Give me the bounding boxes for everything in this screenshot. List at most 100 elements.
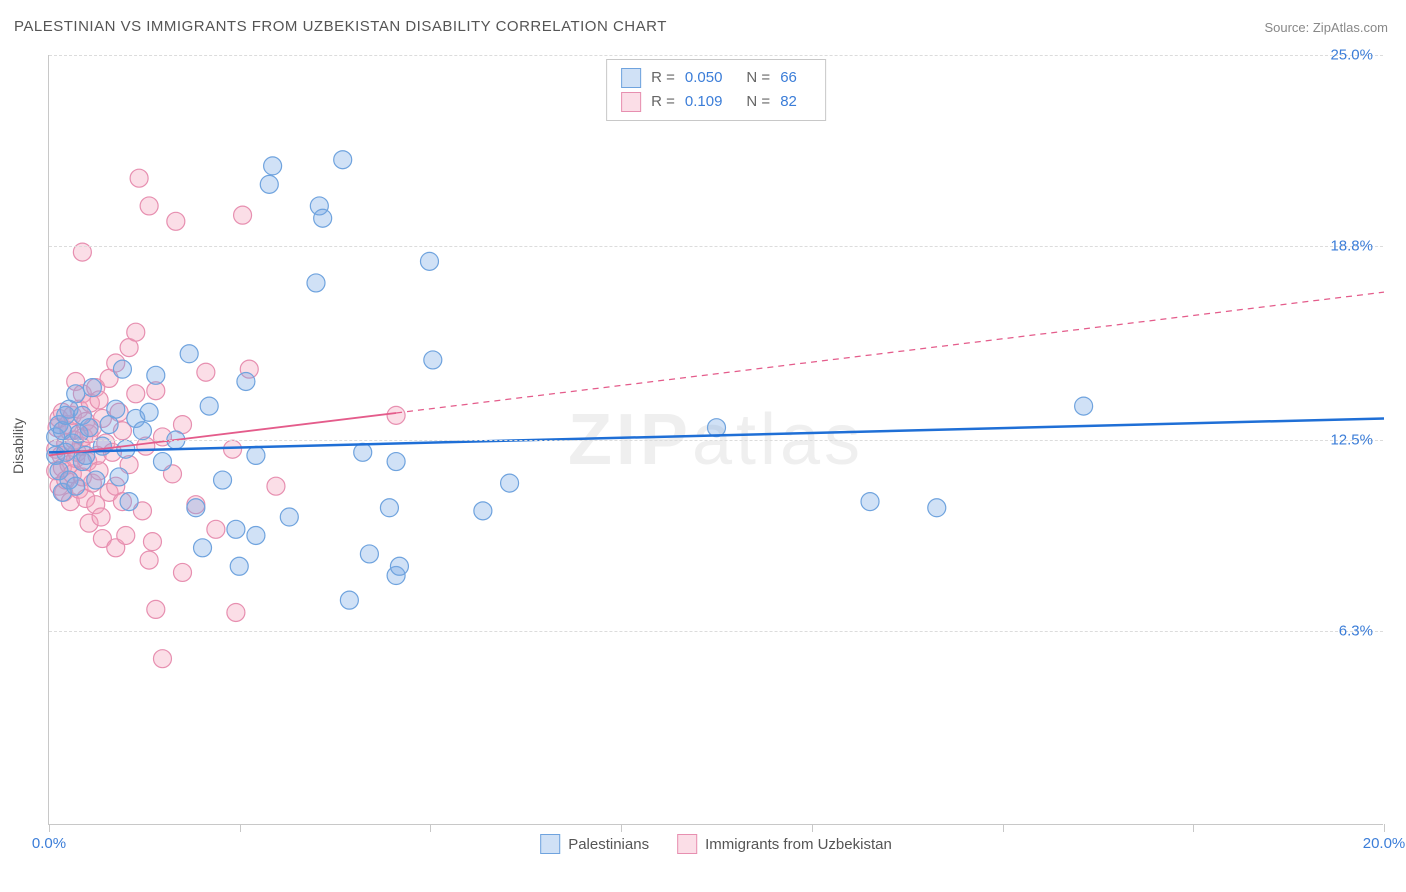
- data-point: [110, 468, 128, 486]
- data-point: [307, 274, 325, 292]
- data-point: [340, 591, 358, 609]
- data-point: [420, 252, 438, 270]
- data-point: [167, 212, 185, 230]
- data-point: [67, 477, 85, 495]
- data-point: [77, 446, 95, 464]
- data-point: [153, 453, 171, 471]
- data-point: [861, 493, 879, 511]
- legend-item-2: Immigrants from Uzbekistan: [677, 834, 892, 854]
- legend-item-1: Palestinians: [540, 834, 649, 854]
- data-point: [334, 151, 352, 169]
- data-point: [928, 499, 946, 517]
- legend-label-1: Palestinians: [568, 836, 649, 853]
- ytick-label: 25.0%: [1330, 47, 1373, 64]
- data-point: [194, 539, 212, 557]
- data-point: [224, 440, 242, 458]
- data-point: [117, 526, 135, 544]
- y-axis-label: Disability: [10, 418, 26, 474]
- data-point: [380, 499, 398, 517]
- data-point: [267, 477, 285, 495]
- data-point: [227, 603, 245, 621]
- data-point: [92, 508, 110, 526]
- xtick: [430, 824, 431, 832]
- data-point: [234, 206, 252, 224]
- ytick-label: 12.5%: [1330, 432, 1373, 449]
- r-value-2: 0.109: [685, 90, 723, 114]
- data-point: [147, 600, 165, 618]
- r-value-1: 0.050: [685, 66, 723, 90]
- ytick-label: 18.8%: [1330, 237, 1373, 254]
- data-point: [133, 422, 151, 440]
- data-point: [87, 471, 105, 489]
- xtick: [1193, 824, 1194, 832]
- data-point: [174, 563, 192, 581]
- legend-label-2: Immigrants from Uzbekistan: [705, 836, 892, 853]
- data-point: [214, 471, 232, 489]
- data-point: [153, 650, 171, 668]
- data-point: [120, 493, 138, 511]
- stat-row-1: R = 0.050 N = 66: [621, 66, 811, 90]
- xtick: [1384, 824, 1385, 832]
- data-point: [80, 419, 98, 437]
- data-point: [140, 403, 158, 421]
- gridline: [49, 631, 1383, 632]
- xtick: [812, 824, 813, 832]
- xtick-label: 20.0%: [1363, 835, 1406, 852]
- stat-legend: R = 0.050 N = 66 R = 0.109 N = 82: [606, 59, 826, 121]
- source-attribution: Source: ZipAtlas.com: [1264, 20, 1388, 35]
- data-point: [197, 363, 215, 381]
- swatch-series-1: [621, 68, 641, 88]
- data-point: [314, 209, 332, 227]
- data-point: [130, 169, 148, 187]
- data-point: [247, 446, 265, 464]
- data-point: [140, 197, 158, 215]
- data-point: [260, 175, 278, 193]
- data-point: [1075, 397, 1093, 415]
- trend-line-extrapolated: [396, 292, 1384, 413]
- chart-title: PALESTINIAN VS IMMIGRANTS FROM UZBEKISTA…: [14, 18, 667, 35]
- data-point: [113, 360, 131, 378]
- data-point: [474, 502, 492, 520]
- xtick: [1003, 824, 1004, 832]
- gridline: [49, 440, 1383, 441]
- data-point: [247, 526, 265, 544]
- data-point: [180, 345, 198, 363]
- xtick-label: 0.0%: [32, 835, 66, 852]
- data-point: [360, 545, 378, 563]
- data-point: [207, 520, 225, 538]
- data-point: [387, 406, 405, 424]
- data-point: [140, 551, 158, 569]
- xtick: [621, 824, 622, 832]
- data-point: [147, 366, 165, 384]
- data-point: [230, 557, 248, 575]
- data-point: [83, 379, 101, 397]
- swatch-series-2-bottom: [677, 834, 697, 854]
- data-point: [280, 508, 298, 526]
- data-point: [107, 400, 125, 418]
- data-point: [200, 397, 218, 415]
- data-point: [127, 385, 145, 403]
- xtick: [240, 824, 241, 832]
- data-point: [387, 453, 405, 471]
- bottom-legend: Palestinians Immigrants from Uzbekistan: [540, 834, 892, 854]
- data-point: [354, 443, 372, 461]
- gridline: [49, 246, 1383, 247]
- n-value-2: 82: [780, 90, 797, 114]
- data-point: [127, 323, 145, 341]
- data-point: [390, 557, 408, 575]
- plot-area: ZIPatlas R = 0.050 N = 66 R = 0.109 N = …: [48, 55, 1383, 825]
- swatch-series-1-bottom: [540, 834, 560, 854]
- swatch-series-2: [621, 92, 641, 112]
- stat-row-2: R = 0.109 N = 82: [621, 90, 811, 114]
- data-point: [424, 351, 442, 369]
- data-point: [227, 520, 245, 538]
- n-value-1: 66: [780, 66, 797, 90]
- xtick: [49, 824, 50, 832]
- data-point: [264, 157, 282, 175]
- data-point: [143, 533, 161, 551]
- data-point: [67, 385, 85, 403]
- ytick-label: 6.3%: [1339, 622, 1373, 639]
- gridline: [49, 55, 1383, 56]
- data-point: [237, 372, 255, 390]
- data-point: [501, 474, 519, 492]
